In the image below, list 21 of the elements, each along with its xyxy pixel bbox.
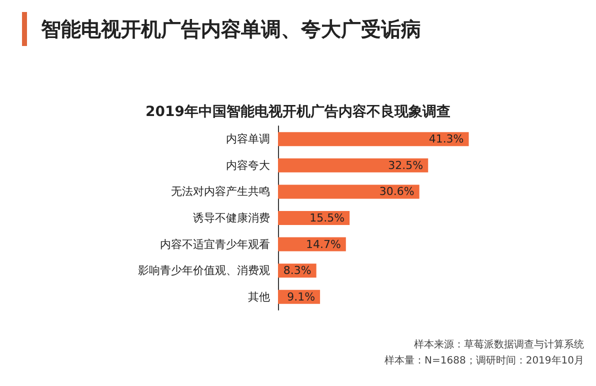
chart-subtitle: 2019年中国智能电视开机广告内容不良现象调查 [146, 103, 450, 120]
data-label: 15.5% [310, 212, 345, 224]
y-tick-label: 内容夸大 [226, 158, 270, 172]
data-label: 41.3% [428, 132, 464, 146]
y-tick-label: 影响青少年价值观、消费观 [138, 264, 270, 278]
text: 样本量：N=1688；调研时间：2019年10月 [384, 354, 584, 366]
bar [278, 184, 420, 199]
text: 样本来源：草莓派数据调查与计算系统 [414, 338, 584, 350]
y-tick-label: 内容单调 [226, 132, 270, 146]
y-tick-label: 无法对内容产生共鸣 [171, 185, 270, 198]
data-label: 14.7% [306, 238, 341, 251]
bar [278, 158, 428, 172]
data-label: 9.1% [287, 290, 316, 304]
y-tick-label: 内容不适宜青少年观看 [160, 238, 270, 251]
bar [278, 132, 469, 146]
data-label: 30.6% [379, 185, 414, 198]
y-tick-label: 其他 [248, 290, 270, 304]
y-tick-label: 诱导不健康消费 [193, 212, 270, 224]
data-label: 8.3% [283, 264, 312, 278]
data-label: 32.5% [388, 158, 424, 172]
chart-title: 智能电视开机广告内容单调、夸大广受诟病 [40, 17, 421, 41]
